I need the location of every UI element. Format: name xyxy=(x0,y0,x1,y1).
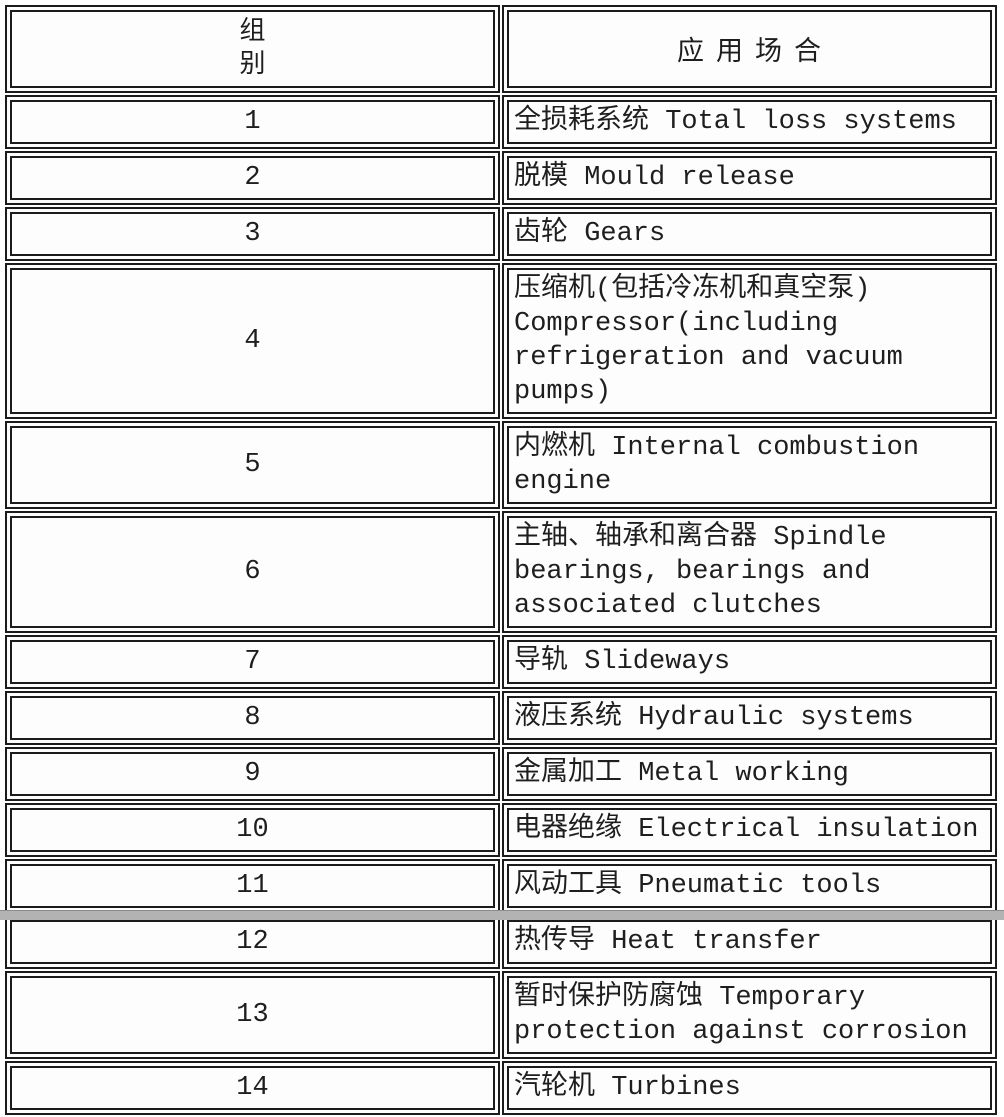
application-cell: 暂时保护防腐蚀 Temporary protection against cor… xyxy=(502,971,997,1059)
table-row: 8 液压系统 Hydraulic systems xyxy=(5,691,997,745)
table-row: 6 主轴、轴承和离合器 Spindle bearings, bearings a… xyxy=(5,511,997,633)
table-row: 10 电器绝缘 Electrical insulation xyxy=(5,803,997,857)
application-cell: 内燃机 Internal combustion engine xyxy=(502,421,997,509)
table-row: 13 暂时保护防腐蚀 Temporary protection against … xyxy=(5,971,997,1059)
application-cell: 主轴、轴承和离合器 Spindle bearings, bearings and… xyxy=(502,511,997,633)
table-row: 3 齿轮 Gears xyxy=(5,207,997,261)
application-cell: 全损耗系统 Total loss systems xyxy=(502,95,997,149)
application-cell: 电器绝缘 Electrical insulation xyxy=(502,803,997,857)
group-cell: 1 xyxy=(5,95,500,149)
table-row: 1 全损耗系统 Total loss systems xyxy=(5,95,997,149)
group-header-cell: 组 别 xyxy=(5,5,500,93)
group-cell: 10 xyxy=(5,803,500,857)
table-row: 2 脱模 Mould release xyxy=(5,151,997,205)
application-cell: 汽轮机 Turbines xyxy=(502,1061,997,1115)
application-cell: 热传导 Heat transfer xyxy=(502,915,997,969)
group-cell: 2 xyxy=(5,151,500,205)
application-cell: 脱模 Mould release xyxy=(502,151,997,205)
table-row: 12 热传导 Heat transfer xyxy=(5,915,997,969)
group-cell: 14 xyxy=(5,1061,500,1115)
group-cell: 13 xyxy=(5,971,500,1059)
group-cell: 8 xyxy=(5,691,500,745)
group-cell: 7 xyxy=(5,635,500,689)
table-header-row: 组 别 应用场合 xyxy=(5,5,997,93)
application-category-table: 组 别 应用场合 1 全损耗系统 Total loss systems 2 脱模… xyxy=(3,3,999,1117)
table-row: 9 金属加工 Metal working xyxy=(5,747,997,801)
group-cell: 3 xyxy=(5,207,500,261)
group-cell: 9 xyxy=(5,747,500,801)
group-cell: 12 xyxy=(5,915,500,969)
table-row: 11 风动工具 Pneumatic tools xyxy=(5,859,997,913)
table-row: 5 内燃机 Internal combustion engine xyxy=(5,421,997,509)
table-row: 7 导轨 Slideways xyxy=(5,635,997,689)
table-row: 14 汽轮机 Turbines xyxy=(5,1061,997,1115)
application-header-cell: 应用场合 xyxy=(502,5,997,93)
application-cell: 风动工具 Pneumatic tools xyxy=(502,859,997,913)
group-header-label-line1: 组 xyxy=(239,17,266,47)
group-cell: 5 xyxy=(5,421,500,509)
application-cell: 液压系统 Hydraulic systems xyxy=(502,691,997,745)
scan-page-edge xyxy=(0,910,1004,920)
group-cell: 11 xyxy=(5,859,500,913)
application-cell: 金属加工 Metal working xyxy=(502,747,997,801)
group-cell: 6 xyxy=(5,511,500,633)
group-header-label-line2: 别 xyxy=(239,50,266,80)
group-cell: 4 xyxy=(5,263,500,419)
application-cell: 导轨 Slideways xyxy=(502,635,997,689)
application-cell: 齿轮 Gears xyxy=(502,207,997,261)
table-row: 4 压缩机(包括冷冻机和真空泵) Compressor(including re… xyxy=(5,263,997,419)
application-cell: 压缩机(包括冷冻机和真空泵) Compressor(including refr… xyxy=(502,263,997,419)
